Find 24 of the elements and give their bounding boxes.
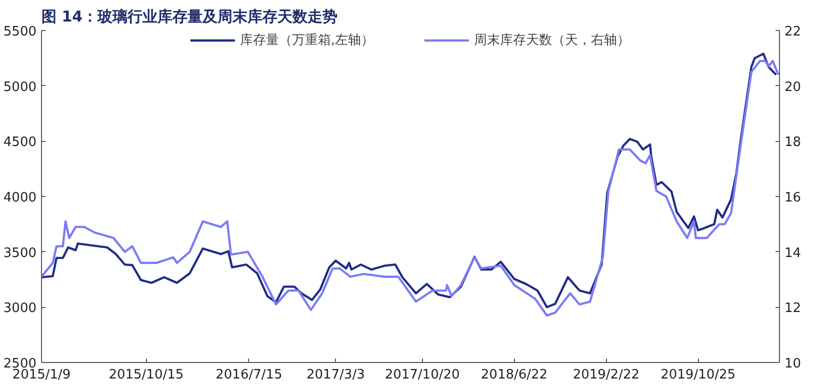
y-tick-label: 5000 xyxy=(3,80,37,95)
y2-tick-label: 18 xyxy=(784,135,802,150)
y-tick-label: 4000 xyxy=(3,190,37,206)
x-tick-label: 2016/7/15 xyxy=(216,368,282,382)
y-tick-label: 4500 xyxy=(3,135,37,150)
y2-tick-label: 12 xyxy=(784,301,802,316)
x-tick-label: 2017/10/20 xyxy=(384,368,460,382)
y2-tick-label: 22 xyxy=(784,24,802,40)
x-tick-label: 2018/6/22 xyxy=(480,368,548,382)
legend-label: 库存量（万重箱,左轴） xyxy=(240,32,374,49)
y-tick-label: 3500 xyxy=(3,246,37,261)
chart-title: 图 14：玻璃行业库存量及周末库存天数走势 xyxy=(42,8,338,26)
y-tick-label: 3000 xyxy=(3,301,37,316)
x-tick-label: 2017/3/3 xyxy=(306,368,365,382)
y2-tick-label: 20 xyxy=(784,80,802,95)
x-tick-label: 2019/10/25 xyxy=(660,368,736,382)
y-tick-label: 5500 xyxy=(3,24,37,40)
y2-tick-label: 16 xyxy=(784,190,802,206)
x-tick-label: 2015/10/15 xyxy=(108,368,184,382)
legend-label: 周末库存天数（天，右轴） xyxy=(474,32,630,49)
y2-tick-label: 14 xyxy=(784,246,802,261)
x-tick-label: 2015/1/9 xyxy=(12,368,71,382)
x-tick-label: 2019/2/22 xyxy=(572,368,640,382)
y2-tick-label: 10 xyxy=(784,356,802,372)
